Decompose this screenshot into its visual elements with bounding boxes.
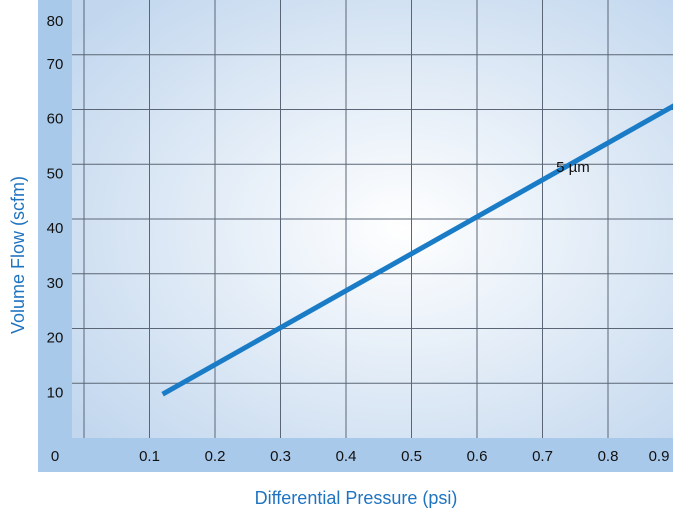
x-tick-label: 0.9 (649, 448, 670, 465)
tick-labels: 0 0.1 0.2 0.3 0.4 0.5 0.6 0.7 0.8 0.9 10 20 30 40 50 60… (47, 13, 670, 465)
x-axis-title: Differential Pressure (psi) (255, 488, 458, 508)
x-tick-label: 0 (51, 448, 59, 465)
y-tick-label: 20 (47, 330, 64, 347)
y-tick-label: 70 (47, 56, 64, 73)
x-tick-label: 0.7 (532, 448, 553, 465)
y-tick-label: 80 (47, 13, 64, 30)
y-tick-label: 50 (47, 165, 64, 182)
series-line (161, 103, 673, 397)
x-axis-band (38, 438, 673, 472)
annotations: 5 µm (556, 159, 590, 176)
y-axis-title: Volume Flow (scfm) (8, 176, 28, 334)
x-tick-label: 0.4 (336, 448, 357, 465)
series-layer (161, 103, 673, 397)
x-tick-label: 0.2 (205, 448, 226, 465)
y-tick-label: 60 (47, 111, 64, 128)
x-tick-label: 0.1 (139, 448, 160, 465)
y-axis-band (38, 0, 72, 472)
x-tick-label: 0.5 (401, 448, 422, 465)
series-annotation: 5 µm (556, 159, 590, 176)
y-tick-label: 40 (47, 220, 64, 237)
x-tick-label: 0.8 (598, 448, 619, 465)
y-tick-label: 30 (47, 275, 64, 292)
x-tick-label: 0.3 (270, 448, 291, 465)
y-tick-label: 10 (47, 384, 64, 401)
x-tick-label: 0.6 (467, 448, 488, 465)
